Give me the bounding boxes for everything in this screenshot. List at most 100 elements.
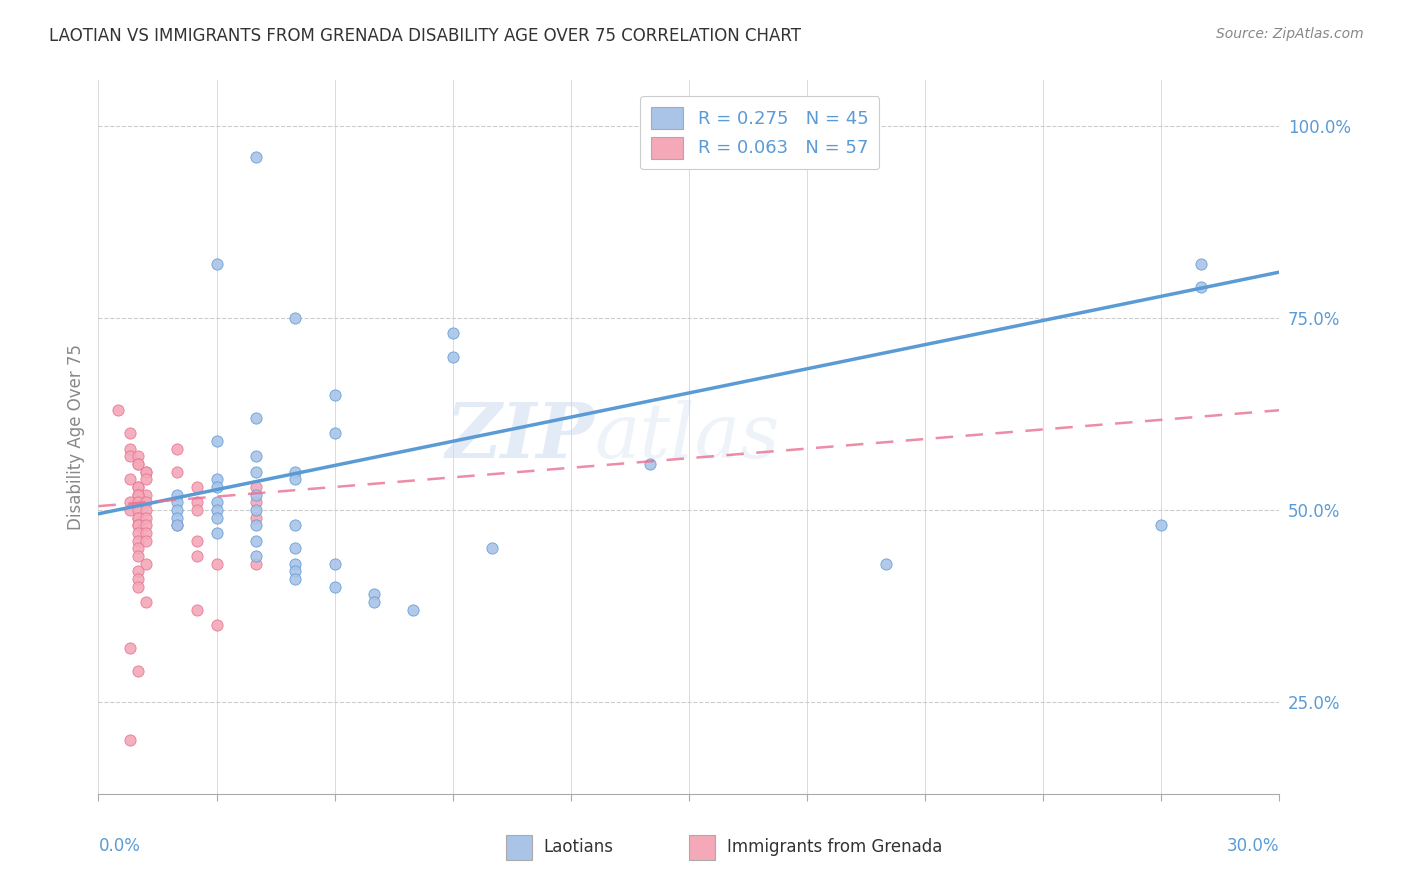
Point [245, 410, 267, 425]
Point [245, 465, 267, 479]
Point [127, 580, 149, 594]
Point [245, 549, 267, 563]
Point [205, 510, 228, 524]
Point [323, 557, 346, 571]
Point [284, 518, 307, 533]
Point [127, 549, 149, 563]
Point [166, 518, 188, 533]
Point [245, 488, 267, 502]
Point [127, 510, 149, 524]
Point [284, 541, 307, 556]
Point [166, 518, 188, 533]
Point [205, 257, 228, 271]
Point [245, 510, 267, 524]
Point [135, 465, 157, 479]
Point [1150, 518, 1173, 533]
Point [135, 503, 157, 517]
Point [107, 403, 129, 417]
Text: Laotians: Laotians [544, 838, 613, 856]
Point [127, 510, 149, 524]
Point [127, 457, 149, 471]
Point [166, 503, 188, 517]
Point [135, 533, 157, 548]
Point [135, 472, 157, 486]
Point [205, 480, 228, 494]
Text: ZIP: ZIP [446, 401, 595, 474]
Bar [506, 835, 531, 860]
Point [245, 450, 267, 464]
Text: 30.0%: 30.0% [1227, 837, 1279, 855]
Point [118, 495, 141, 509]
Point [166, 510, 188, 524]
Point [118, 641, 141, 656]
Point [135, 510, 157, 524]
Point [118, 450, 141, 464]
Point [1189, 280, 1212, 294]
Point [363, 587, 385, 601]
Point [118, 426, 141, 441]
Text: Source: ZipAtlas.com: Source: ZipAtlas.com [1216, 27, 1364, 41]
Point [205, 434, 228, 448]
Point [118, 503, 141, 517]
Point [135, 495, 157, 509]
Point [118, 472, 141, 486]
Point [441, 326, 464, 341]
Point [135, 518, 157, 533]
Point [205, 495, 228, 509]
Point [481, 541, 503, 556]
Point [127, 526, 149, 541]
Point [186, 603, 208, 617]
Point [135, 465, 157, 479]
Point [186, 495, 208, 509]
Point [323, 426, 346, 441]
Point [363, 595, 385, 609]
Point [127, 664, 149, 678]
Point [127, 457, 149, 471]
Text: atlas: atlas [595, 401, 780, 474]
Point [127, 565, 149, 579]
Bar [689, 835, 714, 860]
Point [166, 495, 188, 509]
Point [205, 526, 228, 541]
Point [127, 503, 149, 517]
Point [205, 618, 228, 632]
Point [166, 442, 188, 456]
Point [127, 533, 149, 548]
Point [205, 557, 228, 571]
Point [284, 572, 307, 586]
Point [135, 557, 157, 571]
Point [205, 503, 228, 517]
Point [127, 518, 149, 533]
Text: 0.0%: 0.0% [98, 837, 141, 855]
Point [284, 311, 307, 326]
Point [186, 533, 208, 548]
Point [638, 457, 661, 471]
Point [284, 465, 307, 479]
Point [245, 150, 267, 164]
Point [135, 595, 157, 609]
Point [402, 603, 425, 617]
Point [127, 488, 149, 502]
Point [127, 518, 149, 533]
Point [127, 480, 149, 494]
Point [118, 442, 141, 456]
Legend: R = 0.275   N = 45, R = 0.063   N = 57: R = 0.275 N = 45, R = 0.063 N = 57 [640, 96, 880, 169]
Point [135, 526, 157, 541]
Point [127, 541, 149, 556]
Point [875, 557, 897, 571]
Y-axis label: Disability Age Over 75: Disability Age Over 75 [66, 344, 84, 530]
Point [284, 565, 307, 579]
Point [118, 733, 141, 747]
Point [1189, 257, 1212, 271]
Point [205, 472, 228, 486]
Point [166, 488, 188, 502]
Point [166, 465, 188, 479]
Point [245, 503, 267, 517]
Point [323, 388, 346, 402]
Point [284, 472, 307, 486]
Point [245, 480, 267, 494]
Point [245, 557, 267, 571]
Point [186, 480, 208, 494]
Point [186, 503, 208, 517]
Point [135, 488, 157, 502]
